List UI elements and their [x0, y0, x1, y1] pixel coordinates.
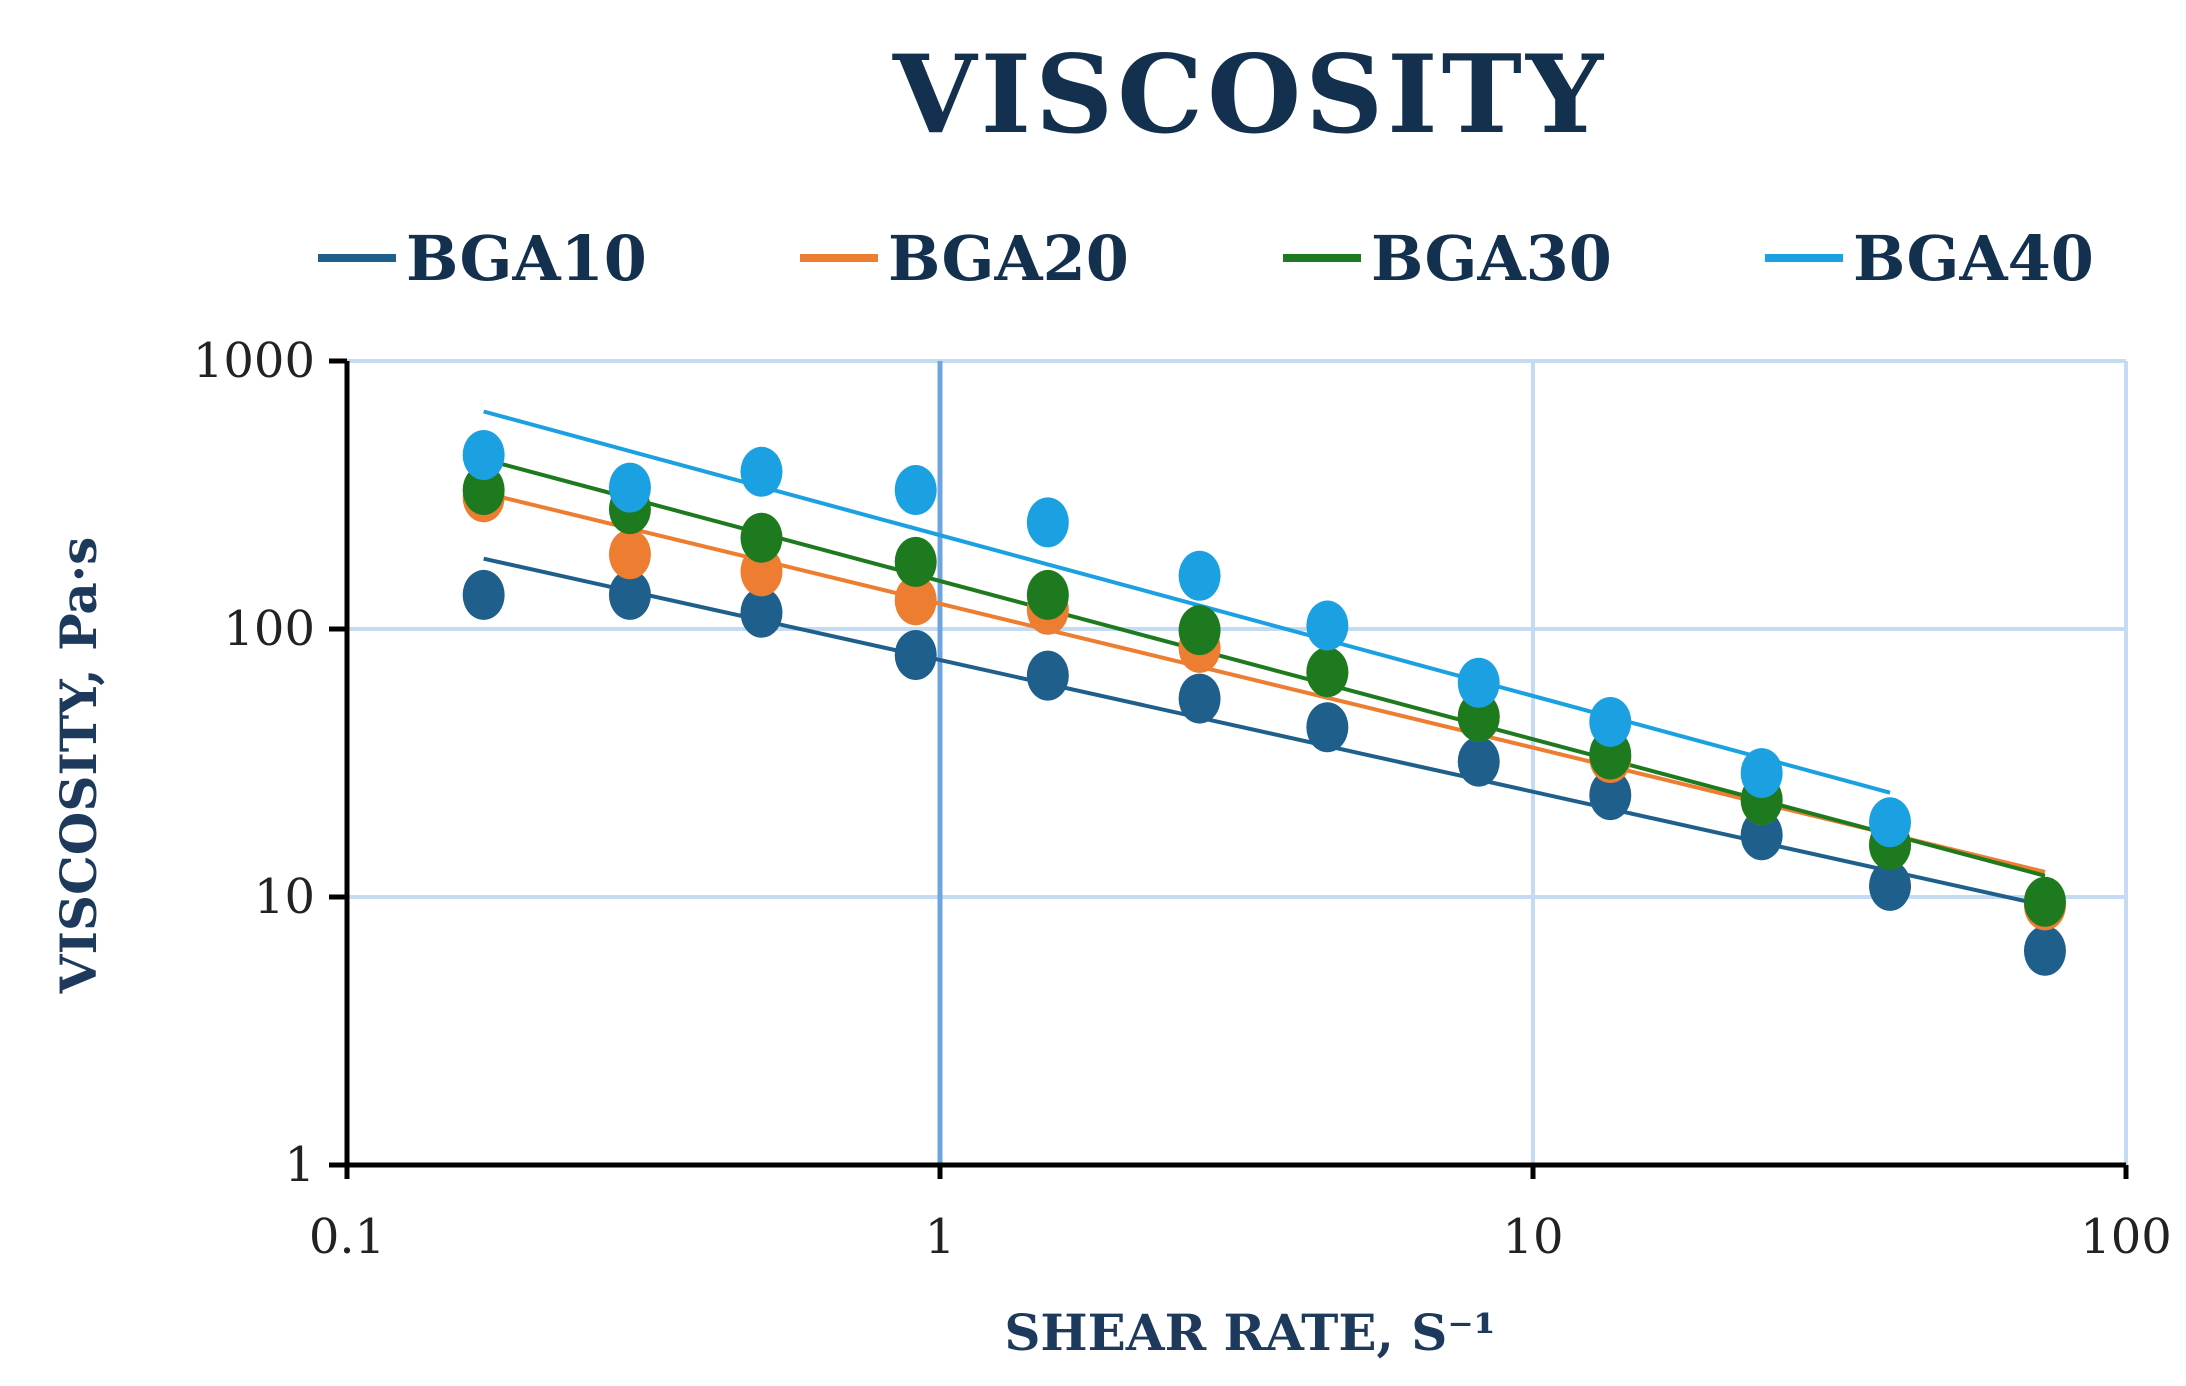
axes: 1 10 100 1000 0.1 1 10 100: [193, 333, 2172, 1265]
bga30-point: [1306, 647, 1349, 698]
x-tick-label: 1: [925, 1209, 956, 1265]
legend: BGA10 BGA20 BGA30 BGA40: [318, 222, 2094, 295]
x-axis-label: SHEAR RATE, S⁻¹: [1004, 1303, 1495, 1362]
bga30-point: [1026, 569, 1069, 620]
bga40-legend-label: BGA40: [1853, 222, 2094, 295]
bga40-point: [462, 429, 505, 480]
bga40-point: [1869, 797, 1912, 848]
bga10-point: [1178, 673, 1221, 724]
bga10-point: [1740, 810, 1783, 861]
bga10-point: [608, 569, 651, 620]
y-axis-label: VISCOSITY, Pa·s: [49, 537, 108, 995]
bga10-point: [740, 587, 783, 638]
bga10-point: [462, 569, 505, 620]
y-tick-label: 100: [223, 601, 315, 657]
bga40-point: [1026, 497, 1069, 548]
grid: [347, 359, 2128, 1165]
bga30-trendline: [483, 457, 2046, 878]
y-tick-label: 1000: [193, 333, 315, 389]
trendlines: [483, 409, 2046, 908]
bga40-point: [1589, 696, 1632, 747]
bga10-legend-label: BGA10: [406, 222, 647, 295]
bga40-point: [1178, 550, 1221, 601]
chart-title: VISCOSITY: [892, 32, 1607, 158]
bga10-point: [1457, 736, 1500, 787]
bga10-point: [1026, 650, 1069, 701]
x-tick-label: 100: [2080, 1209, 2172, 1265]
bga30-point: [740, 512, 783, 563]
bga30-point: [894, 536, 937, 587]
bga20-point: [608, 529, 651, 580]
bga40-point: [608, 462, 651, 513]
bga10-point: [2023, 925, 2066, 976]
bga30-point: [462, 465, 505, 516]
y-tick-label: 1: [284, 1137, 315, 1193]
bga30-point: [1178, 605, 1221, 656]
bga10-point: [894, 629, 937, 680]
data-points: [462, 429, 2066, 976]
bga20-point: [894, 575, 937, 626]
bga20-legend-label: BGA20: [888, 222, 1129, 295]
x-tick-label: 0.1: [309, 1209, 385, 1265]
bga30-legend-label: BGA30: [1371, 222, 1612, 295]
bga40-point: [894, 465, 937, 516]
bga40-point: [740, 446, 783, 497]
bga40-point: [1306, 600, 1349, 651]
bga10-trendline: [483, 556, 2046, 908]
y-tick-label: 10: [254, 869, 315, 925]
bga20-trendline: [483, 490, 2046, 874]
bga10-point: [1869, 860, 1912, 911]
bga10-point: [1589, 770, 1632, 821]
bga40-point: [1457, 657, 1500, 708]
bga40-trendline: [483, 409, 1891, 795]
bga10-point: [1306, 702, 1349, 753]
bga40-point: [1740, 748, 1783, 799]
x-tick-label: 10: [1502, 1209, 1563, 1265]
bga30-point: [2023, 876, 2066, 927]
